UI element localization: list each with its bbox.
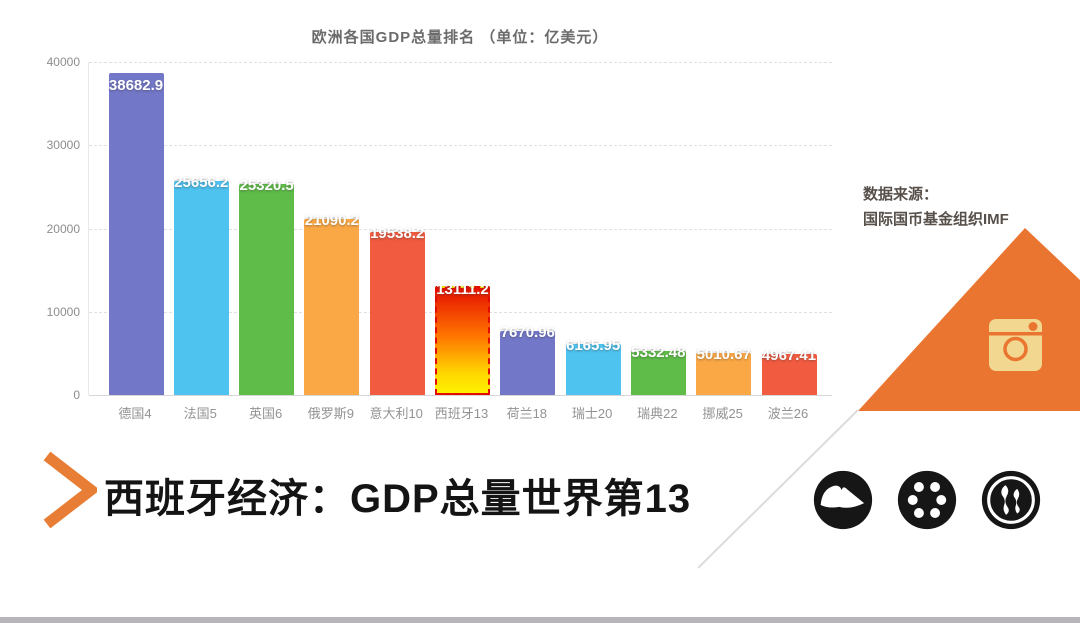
bar-俄罗斯9: 21090.2 [304, 212, 360, 395]
chart-plot-area: 38682.9 25656.2 25320.5 21090.2 19538.2 13111… [88, 62, 832, 396]
flame-circle-icon [980, 469, 1042, 531]
bar-value-label: 13111.2 [436, 280, 489, 298]
y-axis-tick-label: 10000 [46, 304, 80, 319]
gridline-30000 [89, 145, 832, 147]
social-icons-row [812, 468, 1042, 532]
bar-波兰26: 4967.41 [761, 347, 817, 395]
bar-荷兰18: 7670.96 [500, 324, 556, 395]
bottom-border-bar [0, 617, 1080, 623]
bar-value-label: 19538.2 [370, 225, 425, 243]
gridline-40000 [89, 62, 832, 63]
x-axis-label: 德国4 [118, 406, 152, 421]
bar-英国6: 25320.5 [239, 177, 295, 395]
data-source-line2: 国际国币基金组织IMF [863, 210, 1009, 228]
bar-意大利10: 19538.2 [369, 225, 425, 395]
bar-挪威25: 5010.67 [696, 346, 752, 395]
y-axis-tick-label: 40000 [46, 55, 80, 69]
grooveshark-wave-icon [812, 469, 874, 531]
x-axis-label: 波兰26 [767, 406, 809, 421]
bar-value-label: 38682.9 [108, 76, 164, 94]
gridline-20000 [89, 228, 832, 230]
bar-value-label: 25656.2 [174, 174, 229, 192]
bar-value-label: 4967.41 [761, 346, 817, 364]
bar-瑞典22: 5332.48 [630, 344, 686, 395]
bar-value-label: 21090.2 [304, 212, 360, 230]
bar-瑞士20: 6165.95 [565, 337, 621, 395]
data-source-line1: 数据来源： [863, 186, 939, 203]
dots-circle-icon [896, 469, 958, 531]
bar-value-label: 6165.95 [565, 336, 621, 354]
chart-title: 欧洲各国GDP总量排名 （单位：亿美元） [311, 29, 609, 46]
x-axis-label: 西班牙13 [434, 406, 489, 421]
x-axis-label: 意大利10 [369, 406, 423, 421]
gridline-0 [89, 395, 832, 396]
corner-triangle-decoration [858, 228, 1080, 411]
bar-德国4: 38682.9 [108, 72, 164, 395]
x-axis-label: 法国5 [183, 406, 217, 421]
x-axis-label: 瑞士20 [571, 406, 613, 421]
chevron-right-icon [41, 451, 100, 529]
y-axis-tick-label: 0 [73, 388, 80, 402]
bar-value-label: 7670.96 [500, 324, 555, 342]
x-axis-label: 瑞典22 [637, 406, 678, 421]
bar-法国5: 25656.2 [173, 174, 229, 395]
camera-icon [988, 318, 1043, 372]
data-source-note: 数据来源： 国际国币基金组织IMF [863, 183, 1009, 233]
bar-value-label: 5010.67 [696, 346, 751, 364]
slide-headline: 西班牙经济：GDP总量世界第13 [104, 477, 692, 521]
x-axis-label: 俄罗斯9 [307, 406, 354, 421]
bar-value-label: 5332.48 [631, 343, 686, 361]
x-axis-label: 英国6 [248, 406, 283, 421]
bar-value-label: 25320.5 [239, 177, 294, 195]
x-axis-label: 荷兰18 [506, 406, 548, 421]
y-axis-tick-label: 30000 [46, 138, 80, 153]
y-axis-tick-label: 20000 [46, 221, 80, 236]
bar-西班牙13: 13111.2 [435, 281, 490, 395]
